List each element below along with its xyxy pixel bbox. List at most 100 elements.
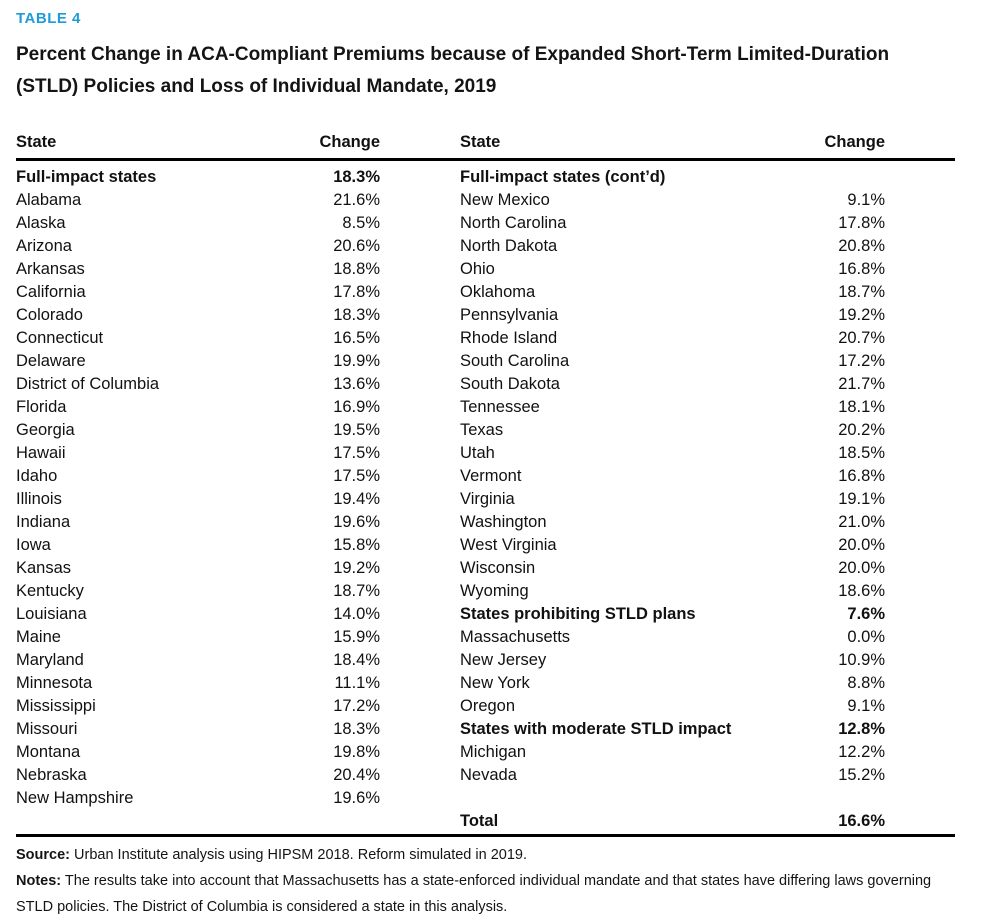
state-cell: New Jersey [460,651,547,669]
change-cell: 20.0% [838,536,885,554]
state-cell: Illinois [16,490,62,508]
change-cell: 19.4% [333,490,380,508]
state-cell: Total [460,812,499,830]
change-cell: 19.1% [838,490,885,508]
state-cell: California [16,283,86,301]
change-cell: 17.2% [333,697,380,715]
state-cell: Kansas [16,559,72,577]
state-cell: States with moderate STLD impact [460,720,732,738]
change-cell: 12.2% [838,743,885,761]
table-row: Missouri 18.3% States with moderate STLD i… [16,718,955,741]
change-cell: 17.5% [333,467,380,485]
state-cell: Oklahoma [460,283,536,301]
table-row: New Hampshire 19.6% [16,787,955,810]
table-row: Maine 15.9% Massachusetts 0.0% [16,626,955,649]
state-cell: Texas [460,421,504,439]
change-cell: 11.1% [334,674,380,692]
state-cell: Full-impact states (cont’d) [460,168,666,186]
change-cell: 10.9% [838,651,885,669]
change-cell: 20.7% [838,329,885,347]
change-cell: 14.0% [333,605,380,623]
state-cell: Arizona [16,237,72,255]
state-cell: Idaho [16,467,58,485]
change-cell: 21.0% [838,513,885,531]
state-cell: Utah [460,444,495,462]
table-body: Full-impact states 18.3% Full-impact state… [16,161,955,837]
table-row: Arkansas 18.8% Ohio 16.8% [16,258,955,281]
source-text: Urban Institute analysis using HIPSM 201… [74,847,527,863]
state-cell: West Virginia [460,536,557,554]
state-cell: Louisiana [16,605,87,623]
change-cell: 18.1% [838,398,885,416]
change-cell: 20.0% [838,559,885,577]
state-cell: Delaware [16,352,86,370]
change-cell: 8.8% [847,674,885,692]
state-cell: Mississippi [16,697,96,715]
state-cell: Nevada [460,766,517,784]
state-cell: Rhode Island [460,329,558,347]
table-row: Georgia 19.5% Texas 20.2% [16,419,955,442]
change-cell: 19.6% [333,513,380,531]
state-cell: Connecticut [16,329,104,347]
state-cell: Minnesota [16,674,93,692]
table-header-row: State Change State Change [16,133,955,161]
state-cell: Indiana [16,513,71,531]
change-cell: 15.9% [333,628,380,646]
table-row: Iowa 15.8% West Virginia 20.0% [16,534,955,557]
change-cell: 19.9% [333,352,380,370]
state-cell: Wyoming [460,582,529,600]
change-cell: 19.8% [333,743,380,761]
change-cell: 16.5% [333,329,380,347]
table-number-label: TABLE 4 [16,10,81,27]
table-row: Idaho 17.5% Vermont 16.8% [16,465,955,488]
change-cell: 18.7% [838,283,885,301]
state-cell: Missouri [16,720,78,738]
table-row: Kansas 19.2% Wisconsin 20.0% [16,557,955,580]
state-cell: States prohibiting STLD plans [460,605,696,623]
state-cell: Michigan [460,743,527,761]
change-cell: 19.6% [333,789,380,807]
table-row: Colorado 18.3% Pennsylvania 19.2% [16,304,955,327]
table-row: Alaska 8.5% North Carolina 17.8% [16,212,955,235]
state-cell: Kentucky [16,582,84,600]
table-row: Nebraska 20.4% Nevada 15.2% [16,764,955,787]
change-cell: 20.4% [333,766,380,784]
change-cell: 18.3% [333,720,380,738]
change-cell: 20.6% [333,237,380,255]
notes-label: Notes: [16,873,62,889]
change-cell: 16.9% [333,398,380,416]
change-cell: 16.8% [838,260,885,278]
column-header-change-left: Change [319,133,380,151]
state-cell: Massachusetts [460,628,571,646]
change-cell: 18.6% [838,582,885,600]
state-cell: Tennessee [460,398,540,416]
change-cell: 17.2% [838,352,885,370]
column-header-change-right: Change [824,133,885,151]
state-cell: South Carolina [460,352,570,370]
table-row: Montana 19.8% Michigan 12.2% [16,741,955,764]
state-cell: Wisconsin [460,559,536,577]
state-cell: North Carolina [460,214,567,232]
table-row: Louisiana 14.0% States prohibiting STLD pl… [16,603,955,626]
state-cell: Virginia [460,490,515,508]
state-cell: Georgia [16,421,75,439]
table-row: Mississippi 17.2% Oregon 9.1% [16,695,955,718]
table-row: Kentucky 18.7% Wyoming 18.6% [16,580,955,603]
change-cell: 19.2% [838,306,885,324]
source-note: Source: Urban Institute analysis using H… [16,842,955,868]
change-cell: 9.1% [847,191,885,209]
table-row: Full-impact states 18.3% Full-impact state… [16,166,955,189]
notes-text: The results take into account that Massa… [16,873,932,915]
table-title-line-2: (STLD) Policies and Loss of Individual M… [16,76,497,97]
change-cell: 18.3% [333,306,380,324]
state-cell: South Dakota [460,375,560,393]
state-cell: District of Columbia [16,375,160,393]
state-cell: Washington [460,513,547,531]
state-cell: North Dakota [460,237,558,255]
state-cell: Maryland [16,651,84,669]
state-cell: Full-impact states [16,168,157,186]
change-cell: 18.4% [333,651,380,669]
change-cell: 17.8% [333,283,380,301]
column-gap [380,133,460,152]
